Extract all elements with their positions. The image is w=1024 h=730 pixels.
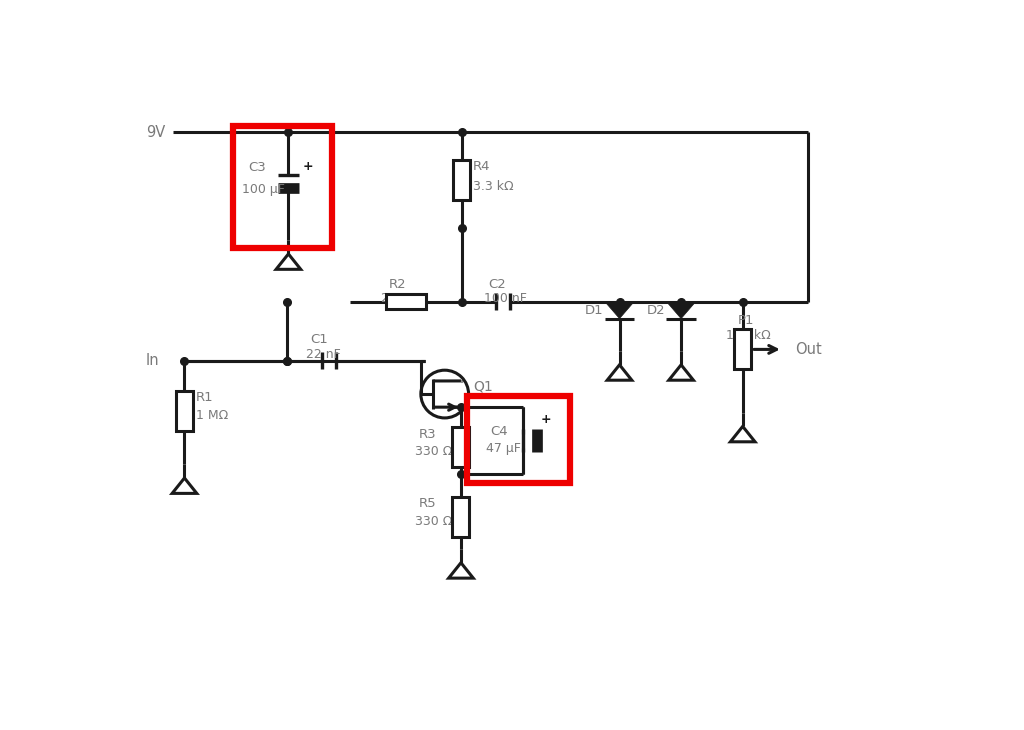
Text: C3: C3: [249, 161, 266, 174]
Text: +: +: [541, 413, 551, 426]
Text: R4: R4: [473, 161, 490, 174]
Text: R5: R5: [419, 497, 436, 510]
Text: R2: R2: [389, 278, 407, 291]
Bar: [454, 160, 470, 200]
Text: 100 μF: 100 μF: [243, 182, 285, 196]
Bar: [453, 427, 469, 467]
Bar: [176, 391, 193, 431]
Text: 47 μF: 47 μF: [485, 442, 520, 455]
Text: 100 kΩ: 100 kΩ: [726, 329, 770, 342]
Polygon shape: [605, 301, 634, 318]
Bar: [734, 329, 752, 369]
Text: 22 nF: 22 nF: [306, 348, 341, 361]
Text: 3.3 kΩ: 3.3 kΩ: [473, 180, 514, 193]
Text: C4: C4: [490, 425, 508, 438]
Text: D2: D2: [646, 304, 665, 318]
Polygon shape: [667, 301, 695, 318]
Text: In: In: [146, 353, 160, 369]
Text: 1 MΩ: 1 MΩ: [196, 409, 228, 422]
Text: D1: D1: [585, 304, 603, 318]
Text: C1: C1: [310, 333, 328, 346]
Text: +: +: [302, 160, 313, 173]
Text: C2: C2: [487, 278, 506, 291]
Bar: [386, 294, 426, 310]
Text: R3: R3: [419, 428, 436, 441]
Text: 9V: 9V: [146, 125, 165, 139]
Text: 100 nF: 100 nF: [484, 292, 527, 305]
Text: 330 Ω: 330 Ω: [415, 515, 453, 528]
Text: R1: R1: [196, 391, 214, 404]
Text: P1: P1: [738, 314, 755, 326]
Text: Out: Out: [795, 342, 822, 357]
Text: 330 Ω: 330 Ω: [415, 445, 453, 458]
Bar: [453, 496, 469, 537]
Text: Q1: Q1: [473, 380, 493, 393]
Text: 2.2 MΩ: 2.2 MΩ: [381, 292, 425, 305]
